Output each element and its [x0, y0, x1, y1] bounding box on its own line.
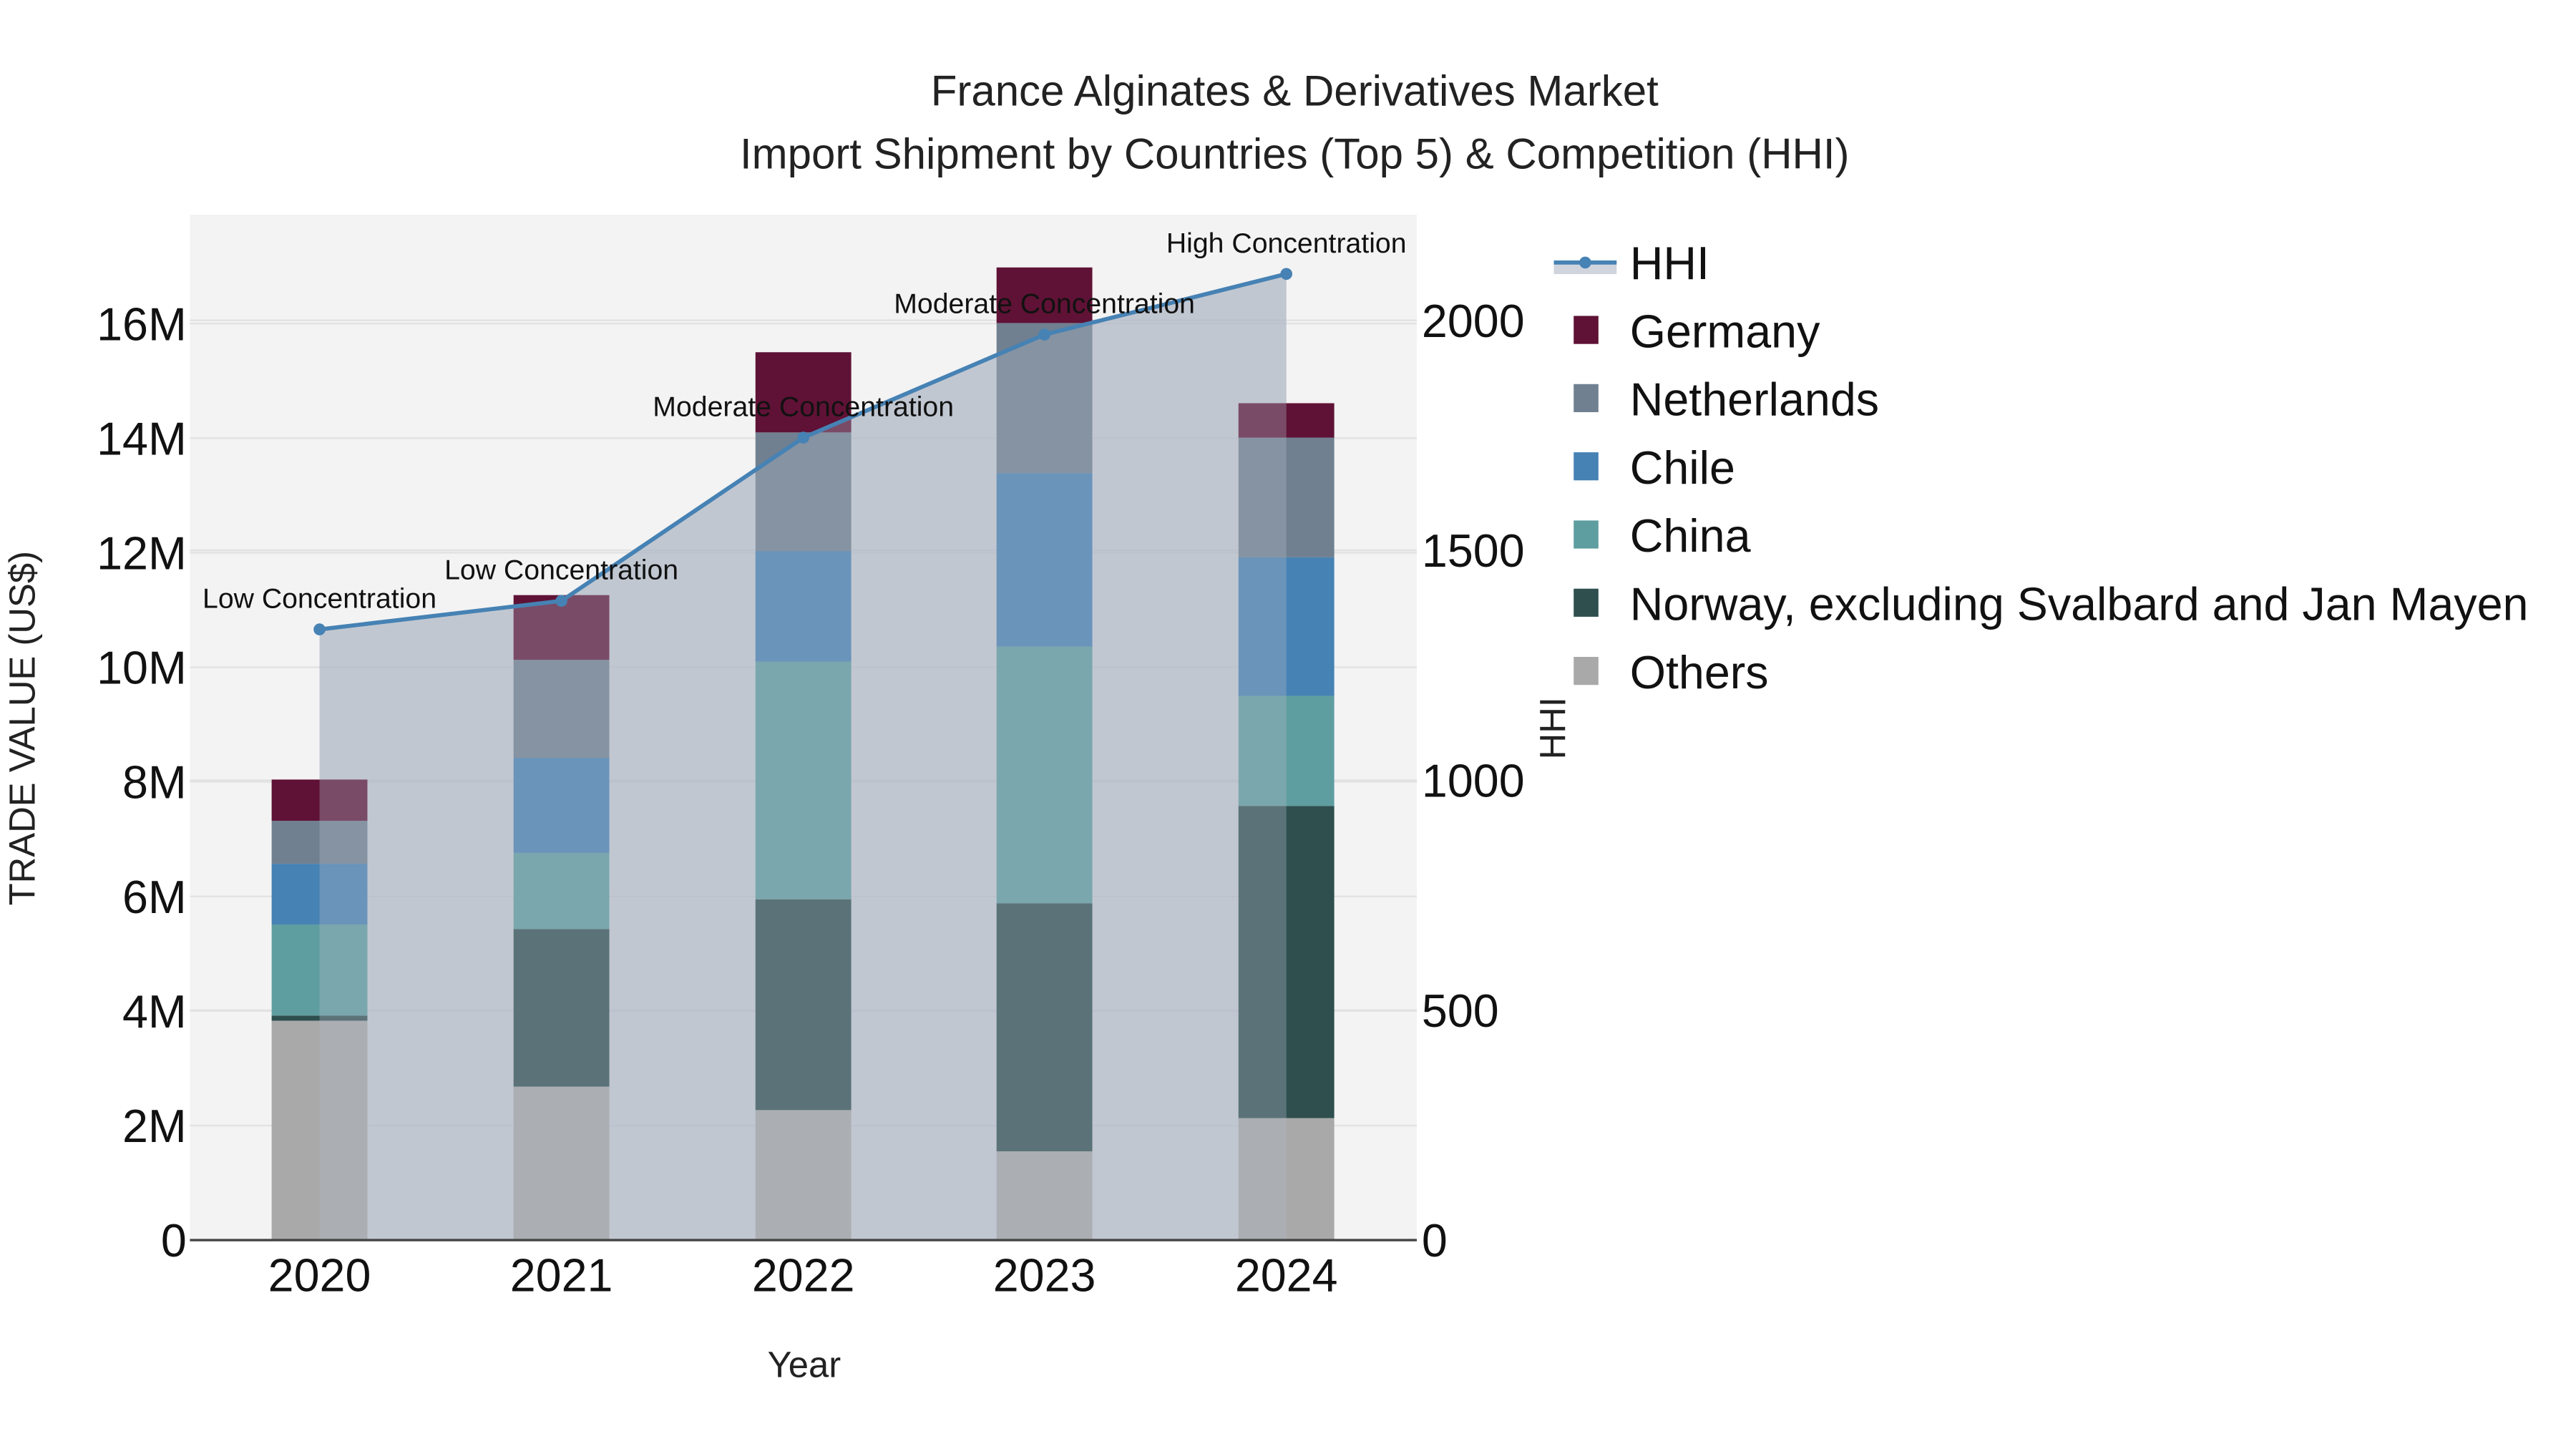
- y-left-tick: 14M: [97, 413, 187, 464]
- legend-label: Germany: [1630, 306, 1820, 357]
- hhi-marker[interactable]: [313, 623, 326, 635]
- hhi-annotation: Low Concentration: [444, 555, 678, 586]
- legend-item-norway[interactable]: Norway, excluding Svalbard and Jan Mayen: [1574, 579, 2528, 630]
- bar-segment-chile[interactable]: [755, 551, 852, 662]
- bar-segment-norway[interactable]: [513, 929, 610, 1087]
- hhi-annotation: Moderate Concentration: [894, 288, 1195, 320]
- bar-segment-chile[interactable]: [996, 473, 1093, 647]
- bar-segment-chile[interactable]: [1238, 557, 1335, 696]
- y-right-tick: 500: [1422, 985, 1499, 1037]
- x-tick: 2020: [268, 1250, 371, 1302]
- bar-segment-others[interactable]: [1238, 1118, 1335, 1241]
- y-left-tick: 10M: [97, 643, 187, 694]
- bar-stack-2020: [271, 779, 368, 1241]
- legend-label: Netherlands: [1630, 374, 1879, 426]
- y-right-tick-labels: 0 500 1000 1500 2000: [1422, 296, 1525, 1267]
- bar-segment-others[interactable]: [513, 1086, 610, 1241]
- bar-segment-netherlands[interactable]: [271, 821, 368, 864]
- bar-segment-others[interactable]: [271, 1020, 368, 1241]
- legend-item-germany[interactable]: Germany: [1574, 306, 1820, 357]
- hhi-annotations: Low Concentration Low Concentration Modera…: [203, 228, 1407, 615]
- x-tick-labels: 2020 2021 2022 2023 2024: [268, 1250, 1338, 1302]
- legend-swatch-icon: [1574, 452, 1599, 481]
- bar-stack-2024: [1238, 403, 1335, 1241]
- legend-label: Norway, excluding Svalbard and Jan Mayen: [1630, 579, 2529, 630]
- x-tick: 2023: [993, 1250, 1096, 1302]
- legend-item-china[interactable]: China: [1574, 510, 1751, 562]
- legend-item-others[interactable]: Others: [1574, 647, 1769, 698]
- hhi-marker[interactable]: [797, 431, 809, 444]
- y-left-tick: 0: [161, 1215, 187, 1267]
- bar-segment-norway[interactable]: [1238, 806, 1335, 1118]
- legend-item-netherlands[interactable]: Netherlands: [1574, 374, 1879, 426]
- hhi-annotation: High Concentration: [1166, 228, 1407, 259]
- bar-segment-others[interactable]: [755, 1110, 852, 1241]
- y-right-tick: 1500: [1422, 525, 1525, 577]
- x-axis-title: Year: [768, 1345, 841, 1385]
- bar-stack-2022: [755, 352, 852, 1241]
- x-tick: 2022: [752, 1250, 855, 1302]
- y-right-tick: 1000: [1422, 755, 1525, 806]
- hhi-marker[interactable]: [1038, 328, 1050, 341]
- legend: HHI Germany Netherlands Chile China Norway, e…: [1553, 238, 2528, 698]
- hhi-area-overlay: [319, 273, 1287, 1241]
- bar-segment-netherlands[interactable]: [755, 432, 852, 552]
- y-right-tick: 0: [1422, 1215, 1448, 1267]
- y-right-tick: 2000: [1422, 296, 1525, 347]
- bar-segment-norway[interactable]: [271, 1015, 368, 1021]
- bar-segment-others[interactable]: [996, 1151, 1093, 1241]
- legend-swatch-icon: [1574, 316, 1599, 344]
- legend-swatch-icon: [1574, 520, 1599, 549]
- bar-segment-germany[interactable]: [755, 352, 852, 433]
- bar-segment-china[interactable]: [271, 924, 368, 1016]
- bar-segment-germany[interactable]: [1238, 403, 1335, 438]
- bar-segment-china[interactable]: [996, 646, 1093, 904]
- y-left-tick: 4M: [122, 986, 187, 1038]
- bar-segment-netherlands[interactable]: [513, 660, 610, 758]
- bar-segment-germany[interactable]: [996, 267, 1093, 323]
- hhi-markers: [313, 268, 1293, 635]
- legend-swatch-icon: [1574, 384, 1599, 412]
- bar-segment-china[interactable]: [513, 852, 610, 930]
- y-left-tick: 6M: [122, 872, 187, 923]
- y-left-tick: 12M: [97, 528, 187, 580]
- y-left-axis-title: TRADE VALUE (US$): [1, 551, 42, 905]
- legend-swatch-icon: [1574, 657, 1599, 686]
- bar-segment-chile[interactable]: [513, 758, 610, 853]
- bar-segment-chile[interactable]: [271, 864, 368, 924]
- hhi-annotation: Moderate Concentration: [653, 391, 954, 423]
- bar-segment-norway[interactable]: [996, 903, 1093, 1151]
- legend-label: China: [1630, 510, 1751, 562]
- bar-segment-norway[interactable]: [755, 899, 852, 1111]
- bar-segment-china[interactable]: [1238, 696, 1335, 806]
- chart-title-line1: France Alginates & Derivatives Market: [931, 67, 1659, 115]
- legend-item-chile[interactable]: Chile: [1574, 442, 1735, 494]
- y-left-tick: 8M: [122, 757, 187, 809]
- legend-swatch-icon: [1574, 588, 1599, 617]
- legend-marker-icon: [1579, 256, 1591, 269]
- stacked-bars: [271, 267, 1335, 1241]
- hhi-marker[interactable]: [555, 595, 567, 608]
- legend-label: Others: [1630, 647, 1769, 698]
- bar-segment-germany[interactable]: [271, 779, 368, 821]
- y-left-tick: 16M: [97, 298, 187, 350]
- bar-segment-netherlands[interactable]: [1238, 437, 1335, 557]
- legend-item-hhi[interactable]: HHI: [1553, 238, 1709, 289]
- y-right-axis-title: HHI: [1533, 697, 1574, 759]
- x-tick: 2024: [1235, 1250, 1338, 1302]
- y-left-tick-labels: 0 2M 4M 6M 8M 10M 12M 14M 16M: [97, 298, 187, 1267]
- hhi-marker[interactable]: [1280, 268, 1293, 280]
- legend-label: Chile: [1630, 442, 1735, 494]
- hhi-annotation: Low Concentration: [203, 583, 436, 615]
- x-tick: 2021: [510, 1250, 613, 1302]
- y-left-tick: 2M: [122, 1101, 187, 1152]
- bar-stack-2023: [996, 267, 1093, 1241]
- legend-label: HHI: [1630, 238, 1709, 289]
- bar-segment-china[interactable]: [755, 661, 852, 899]
- chart-title-line2: Import Shipment by Countries (Top 5) & C…: [740, 130, 1850, 177]
